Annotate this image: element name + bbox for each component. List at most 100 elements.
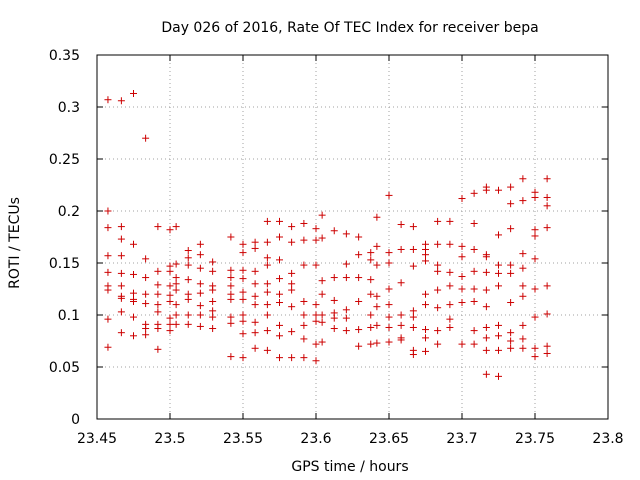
- data-point: [104, 96, 112, 104]
- data-point: [276, 354, 283, 362]
- data-point: [318, 318, 326, 326]
- data-point: [263, 261, 271, 269]
- data-point: [239, 275, 247, 283]
- data-point: [142, 134, 150, 142]
- data-point: [209, 307, 217, 315]
- data-point: [300, 236, 308, 244]
- data-point: [166, 314, 174, 322]
- data-point: [482, 286, 490, 294]
- data-point: [288, 280, 296, 288]
- data-point: [543, 282, 551, 290]
- data-point: [373, 303, 381, 311]
- data-point: [142, 255, 150, 263]
- data-point: [166, 327, 174, 335]
- x-tick-labels: 23.45 23.5 23.55 23.6 23.65 23.7 23.75 23.8: [77, 431, 624, 447]
- data-point: [196, 280, 204, 288]
- data-point: [482, 346, 490, 354]
- data-point: [531, 226, 539, 234]
- data-point: [355, 326, 363, 334]
- data-point: [263, 327, 271, 335]
- x-tick-label: 23.6: [300, 431, 331, 447]
- data-point: [482, 268, 490, 276]
- data-point: [507, 329, 515, 337]
- data-point: [263, 238, 271, 246]
- data-point: [227, 319, 235, 327]
- data-point: [531, 353, 539, 361]
- data-point: [355, 342, 363, 350]
- data-point: [446, 240, 454, 248]
- data-point: [367, 340, 375, 348]
- data-point: [409, 223, 417, 231]
- data-point: [531, 344, 539, 352]
- x-tick-label: 23.75: [515, 431, 555, 447]
- x-tick-label: 23.55: [223, 431, 263, 447]
- data-point: [519, 292, 527, 300]
- data-point: [434, 240, 442, 248]
- data-point: [263, 301, 271, 309]
- data-point: [172, 311, 180, 319]
- data-point: [422, 334, 429, 342]
- data-point: [458, 299, 466, 307]
- data-point: [172, 274, 180, 282]
- data-point: [342, 327, 350, 335]
- data-point: [446, 282, 454, 290]
- data-point: [434, 267, 442, 275]
- data-point: [495, 332, 502, 340]
- data-point: [470, 297, 478, 305]
- data-point: [355, 251, 363, 259]
- data-point: [330, 296, 338, 304]
- data-point: [373, 242, 381, 250]
- data-point: [342, 230, 350, 238]
- data-point: [531, 313, 539, 321]
- data-point: [373, 339, 381, 347]
- data-point: [117, 308, 125, 316]
- data-point: [385, 191, 393, 199]
- data-point: [397, 221, 405, 229]
- data-point: [130, 270, 137, 278]
- data-point: [330, 325, 338, 333]
- data-point: [104, 207, 112, 215]
- data-point: [184, 295, 192, 303]
- data-point: [251, 267, 259, 275]
- data-point: [130, 289, 137, 297]
- data-point: [251, 329, 259, 337]
- data-point: [130, 240, 137, 248]
- data-point: [142, 300, 150, 308]
- data-point: [251, 238, 259, 246]
- x-tick-label: 23.8: [592, 431, 623, 447]
- data-point: [318, 234, 326, 242]
- data-point: [209, 297, 217, 305]
- data-point: [342, 274, 350, 282]
- data-point: [142, 331, 150, 339]
- y-tick-label: 0.3: [58, 100, 80, 116]
- data-point: [543, 224, 551, 232]
- data-point: [239, 240, 247, 248]
- data-point: [184, 311, 192, 319]
- data-point: [251, 301, 259, 309]
- data-point: [154, 301, 162, 309]
- data-point: [154, 223, 162, 231]
- data-point: [276, 321, 283, 329]
- data-point: [355, 297, 363, 305]
- data-point: [470, 219, 478, 227]
- data-point: [276, 217, 283, 225]
- x-tick-label: 23.65: [369, 431, 409, 447]
- data-point: [458, 253, 466, 261]
- data-point: [184, 261, 192, 269]
- data-point: [166, 297, 174, 305]
- data-point: [300, 297, 308, 305]
- data-point: [373, 321, 381, 329]
- data-point: [130, 89, 137, 97]
- data-point: [434, 340, 442, 348]
- x-tick-label: 23.45: [77, 431, 117, 447]
- data-point: [196, 264, 204, 272]
- data-point: [330, 227, 338, 235]
- data-point: [300, 261, 308, 269]
- data-point: [318, 211, 326, 219]
- data-point: [276, 299, 283, 307]
- data-point: [397, 336, 405, 344]
- data-point: [196, 240, 204, 248]
- data-point: [446, 315, 454, 323]
